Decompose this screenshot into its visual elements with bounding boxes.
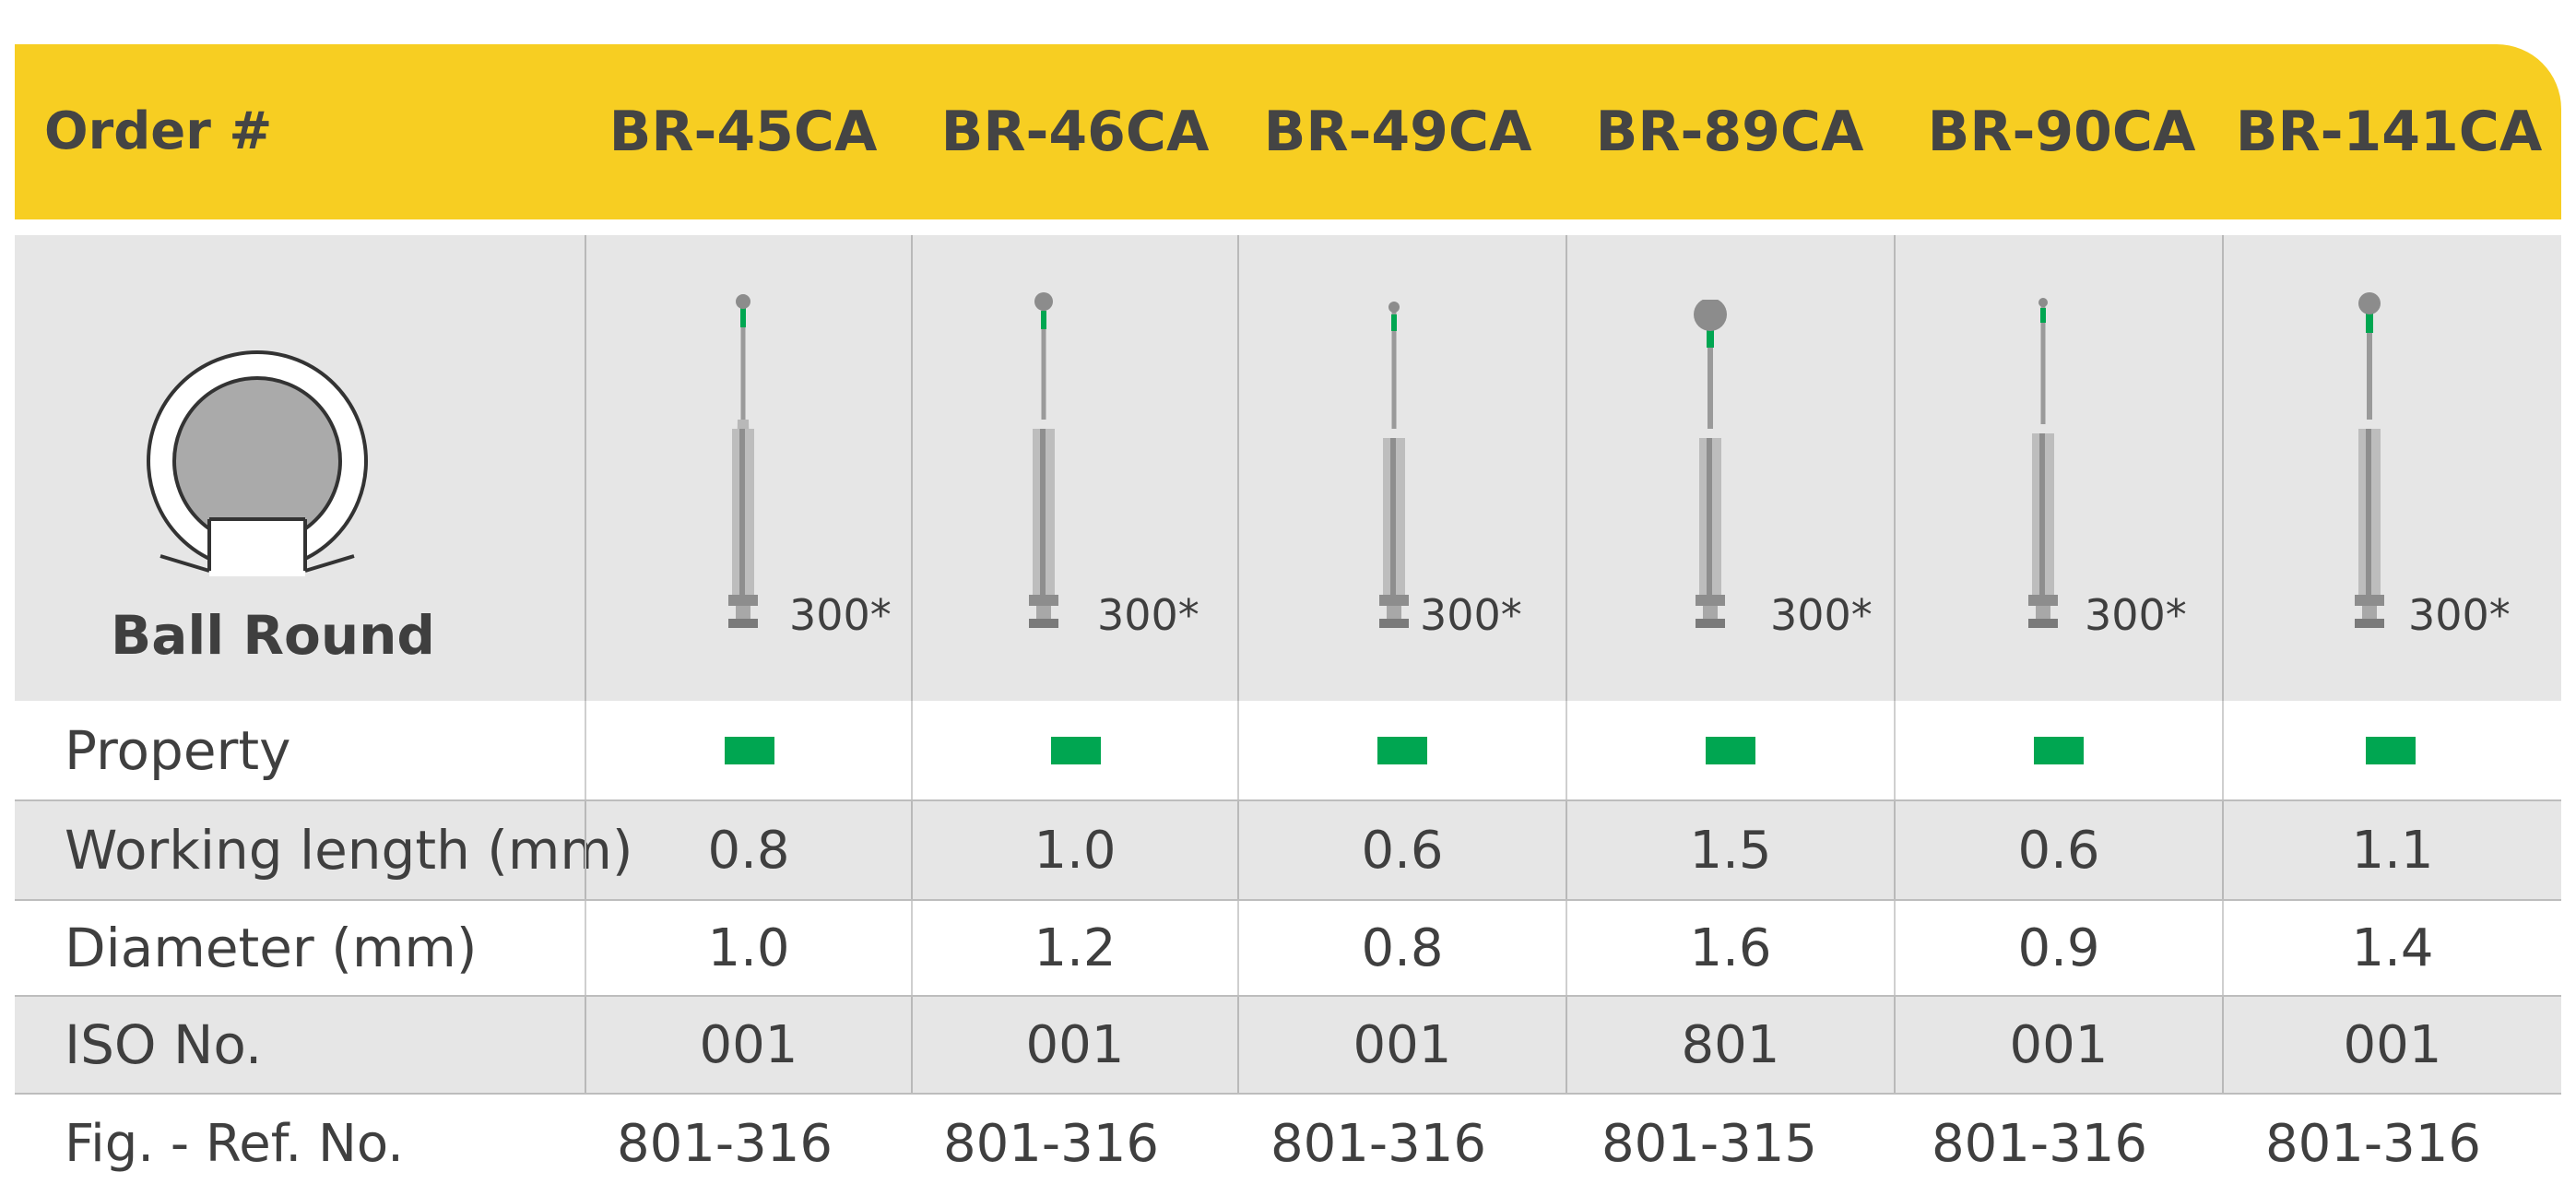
- quantity-label: 300*: [1770, 590, 1873, 640]
- ref-value: 801-316: [1932, 1114, 2147, 1174]
- order-code-6: BR-141CA: [2235, 100, 2543, 164]
- ball-round-shape-icon: [147, 350, 368, 576]
- burr-icon: [2028, 298, 2058, 628]
- diameter-value: 0.9: [1894, 901, 2222, 995]
- working-length-value: 1.1: [2222, 801, 2561, 899]
- ref-value: 801-316: [617, 1114, 833, 1174]
- property-row: Property: [15, 701, 2561, 799]
- diameter-value: 1.4: [2222, 901, 2561, 995]
- property-cell-4: [1566, 701, 1894, 799]
- property-cell-6: [2222, 701, 2561, 799]
- quantity-label: 300*: [2085, 590, 2187, 640]
- order-code-5: BR-90CA: [1927, 100, 2196, 164]
- order-code-1: BR-45CA: [609, 100, 878, 164]
- diameter-label: Diameter (mm): [65, 917, 478, 979]
- diameter-value: 1.2: [911, 901, 1237, 995]
- order-label: Order #: [44, 101, 273, 161]
- property-cell-1: [585, 701, 911, 799]
- header-bar: Order # BR-45CA BR-46CA BR-49CA BR-89CA …: [15, 44, 2561, 219]
- iso-value: 001: [1894, 997, 2222, 1093]
- iso-value: 001: [585, 997, 911, 1093]
- divider: [15, 799, 2561, 801]
- iso-value: 001: [1237, 997, 1566, 1093]
- ref-value: 801-316: [2265, 1114, 2481, 1174]
- product-image-cell-4: 300*: [1566, 235, 1894, 701]
- burr-icon: [1029, 292, 1058, 628]
- ref-label: Fig. - Ref. No.: [65, 1114, 404, 1174]
- shape-cell: Ball Round: [15, 235, 585, 701]
- burr-icon: [2355, 292, 2384, 628]
- burr-icon: [728, 294, 758, 628]
- property-swatch: [2034, 737, 2084, 764]
- working-length-label: Working length (mm): [65, 819, 633, 882]
- shape-name: Ball Round: [111, 604, 435, 667]
- divider: [15, 995, 2561, 997]
- divider: [15, 1093, 2561, 1095]
- working-length-value: 1.5: [1566, 801, 1894, 899]
- iso-label: ISO No.: [65, 1013, 263, 1076]
- property-swatch: [1051, 737, 1101, 764]
- quantity-label: 300*: [2408, 590, 2511, 640]
- order-code-3: BR-49CA: [1263, 100, 1532, 164]
- property-swatch: [1377, 737, 1427, 764]
- ref-value: 801-315: [1601, 1114, 1817, 1174]
- property-label: Property: [65, 718, 291, 782]
- property-cell-2: [911, 701, 1237, 799]
- diameter-value: 1.6: [1566, 901, 1894, 995]
- iso-value: 001: [911, 997, 1237, 1093]
- diameter-value: 0.8: [1237, 901, 1566, 995]
- burr-icon: [1379, 302, 1409, 628]
- burr-icon: [1694, 300, 1727, 628]
- diameter-row: Diameter (mm) 1.0 1.2 0.8 1.6 0.9 1.4: [15, 901, 2561, 995]
- iso-value: 801: [1566, 997, 1894, 1093]
- product-image-cell-5: 300*: [1894, 235, 2222, 701]
- ref-value: 801-316: [1270, 1114, 1486, 1174]
- iso-value: 001: [2222, 997, 2561, 1093]
- property-swatch: [2366, 737, 2416, 764]
- property-cell-5: [1894, 701, 2222, 799]
- order-code-2: BR-46CA: [940, 100, 1210, 164]
- image-row: Ball Round 300*: [15, 235, 2561, 701]
- working-length-value: 0.8: [585, 801, 911, 899]
- property-cell-3: [1237, 701, 1566, 799]
- product-image-cell-1: 300*: [585, 235, 911, 701]
- product-image-cell-2: 300*: [911, 235, 1237, 701]
- ref-value: 801-316: [943, 1114, 1159, 1174]
- working-length-row: Working length (mm) 0.8 1.0 0.6 1.5 0.6 …: [15, 801, 2561, 899]
- iso-row: ISO No. 001 001 001 801 001 001: [15, 997, 2561, 1093]
- working-length-value: 1.0: [911, 801, 1237, 899]
- product-image-cell-3: 300*: [1237, 235, 1566, 701]
- quantity-label: 300*: [1097, 590, 1199, 640]
- property-swatch: [1706, 737, 1755, 764]
- working-length-value: 0.6: [1237, 801, 1566, 899]
- order-code-4: BR-89CA: [1595, 100, 1864, 164]
- quantity-label: 300*: [789, 590, 892, 640]
- diameter-value: 1.0: [585, 901, 911, 995]
- divider: [15, 899, 2561, 901]
- quantity-label: 300*: [1420, 590, 1522, 640]
- property-swatch: [725, 737, 774, 764]
- product-image-cell-6: 300*: [2222, 235, 2561, 701]
- working-length-value: 0.6: [1894, 801, 2222, 899]
